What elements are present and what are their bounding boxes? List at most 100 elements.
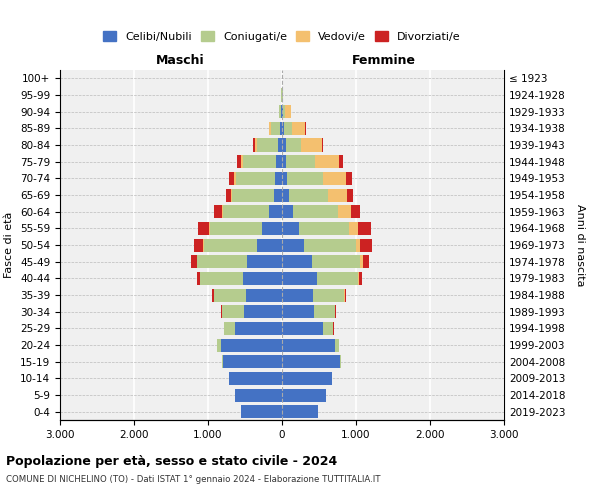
Bar [282, 172, 287, 185]
Bar [349, 222, 358, 235]
Bar [311, 255, 361, 268]
Bar [356, 238, 361, 252]
Bar [299, 222, 349, 235]
Bar [223, 205, 269, 218]
Text: Popolazione per età, sesso e stato civile - 2024: Popolazione per età, sesso e stato civil… [6, 455, 337, 468]
Bar [282, 122, 284, 135]
Bar [221, 338, 282, 351]
Bar [191, 255, 197, 268]
Bar [314, 155, 339, 168]
Bar [199, 222, 209, 235]
Bar [287, 172, 323, 185]
Bar [351, 205, 360, 218]
Bar [254, 138, 257, 151]
Bar [200, 272, 243, 285]
Text: Femmine: Femmine [352, 54, 416, 66]
Bar [221, 205, 223, 218]
Bar [285, 105, 291, 118]
Bar [282, 155, 286, 168]
Y-axis label: Fasce di età: Fasce di età [4, 212, 14, 278]
Bar [286, 138, 301, 151]
Bar [269, 205, 282, 218]
Bar [253, 138, 254, 151]
Bar [282, 388, 326, 402]
Bar [335, 338, 339, 351]
Bar [347, 188, 353, 202]
Bar [235, 322, 282, 335]
Bar [271, 122, 280, 135]
Bar [269, 122, 271, 135]
Bar [224, 322, 235, 335]
Bar [214, 205, 221, 218]
Bar [203, 238, 257, 252]
Text: COMUNE DI NICHELINO (TO) - Dati ISTAT 1° gennaio 2024 - Elaborazione TUTTITALIA.: COMUNE DI NICHELINO (TO) - Dati ISTAT 1°… [6, 475, 380, 484]
Text: Maschi: Maschi [155, 54, 204, 66]
Bar [279, 105, 281, 118]
Bar [286, 155, 314, 168]
Bar [232, 188, 274, 202]
Bar [323, 172, 346, 185]
Bar [282, 288, 313, 302]
Bar [275, 172, 282, 185]
Bar [278, 138, 282, 151]
Bar [223, 355, 282, 368]
Bar [361, 238, 372, 252]
Bar [292, 122, 305, 135]
Bar [361, 255, 362, 268]
Bar [236, 172, 275, 185]
Bar [282, 238, 304, 252]
Bar [282, 222, 299, 235]
Bar [235, 388, 282, 402]
Bar [241, 155, 243, 168]
Bar [358, 272, 359, 285]
Bar [237, 155, 241, 168]
Bar [282, 138, 286, 151]
Bar [257, 138, 278, 151]
Bar [197, 272, 200, 285]
Bar [214, 288, 247, 302]
Bar [293, 205, 337, 218]
Bar [222, 305, 244, 318]
Bar [221, 305, 222, 318]
Bar [282, 405, 318, 418]
Bar [229, 172, 234, 185]
Bar [194, 238, 203, 252]
Bar [241, 405, 282, 418]
Bar [282, 338, 335, 351]
Bar [358, 222, 371, 235]
Bar [282, 305, 314, 318]
Bar [362, 255, 368, 268]
Bar [283, 105, 285, 118]
Bar [209, 222, 210, 235]
Bar [243, 272, 282, 285]
Bar [231, 188, 232, 202]
Bar [257, 238, 282, 252]
Bar [281, 105, 282, 118]
Bar [346, 172, 352, 185]
Y-axis label: Anni di nascita: Anni di nascita [575, 204, 585, 286]
Bar [226, 188, 231, 202]
Bar [284, 122, 292, 135]
Bar [276, 155, 282, 168]
Bar [340, 355, 341, 368]
Bar [212, 288, 214, 302]
Bar [229, 372, 282, 385]
Bar [282, 105, 283, 118]
Bar [247, 255, 282, 268]
Bar [217, 338, 221, 351]
Legend: Celibi/Nubili, Coniugati/e, Vedovi/e, Divorziati/e: Celibi/Nubili, Coniugati/e, Vedovi/e, Di… [99, 26, 465, 46]
Bar [304, 238, 356, 252]
Bar [337, 205, 351, 218]
Bar [313, 288, 344, 302]
Bar [274, 188, 282, 202]
Bar [282, 188, 289, 202]
Bar [322, 138, 323, 151]
Bar [244, 305, 282, 318]
Bar [282, 205, 293, 218]
Bar [243, 155, 276, 168]
Bar [210, 222, 262, 235]
Bar [323, 322, 333, 335]
Bar [314, 305, 335, 318]
Bar [247, 288, 282, 302]
Bar [289, 188, 328, 202]
